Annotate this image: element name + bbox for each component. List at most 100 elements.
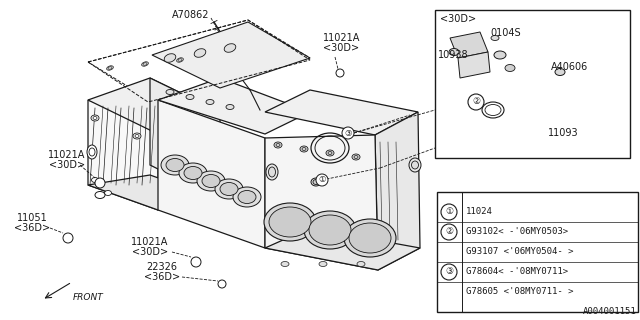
Text: A004001151: A004001151	[583, 307, 637, 316]
Text: ②: ②	[472, 98, 480, 107]
Bar	[437, 192, 638, 312]
Ellipse shape	[177, 58, 183, 62]
Text: G78605 <'08MY0711- >: G78605 <'08MY0711- >	[466, 287, 573, 297]
Ellipse shape	[555, 68, 565, 76]
Circle shape	[468, 94, 484, 110]
Ellipse shape	[264, 203, 316, 241]
Text: ③: ③	[445, 268, 453, 276]
Ellipse shape	[313, 180, 319, 185]
Text: A40606: A40606	[551, 62, 588, 72]
Ellipse shape	[300, 146, 308, 152]
Ellipse shape	[281, 261, 289, 267]
Ellipse shape	[494, 51, 506, 59]
Text: 11024: 11024	[466, 207, 493, 217]
Circle shape	[441, 204, 457, 220]
Ellipse shape	[89, 148, 95, 156]
Ellipse shape	[266, 164, 278, 180]
Circle shape	[342, 127, 354, 139]
Text: 11021A: 11021A	[48, 150, 86, 160]
Text: G93107 <'06MY0504- >: G93107 <'06MY0504- >	[466, 247, 573, 257]
Circle shape	[441, 224, 457, 240]
Ellipse shape	[95, 191, 105, 198]
Text: ①: ①	[445, 207, 453, 217]
Ellipse shape	[352, 154, 360, 160]
Ellipse shape	[491, 36, 499, 41]
Polygon shape	[375, 112, 420, 270]
Ellipse shape	[269, 207, 311, 237]
Text: 11021A: 11021A	[323, 33, 360, 43]
Text: 11051: 11051	[17, 213, 47, 223]
Polygon shape	[265, 135, 378, 270]
Ellipse shape	[215, 179, 243, 199]
Ellipse shape	[224, 44, 236, 52]
Ellipse shape	[302, 148, 306, 150]
Ellipse shape	[206, 100, 214, 105]
Circle shape	[441, 264, 457, 280]
Ellipse shape	[269, 167, 275, 177]
Ellipse shape	[304, 211, 356, 249]
Ellipse shape	[220, 182, 238, 196]
Ellipse shape	[166, 90, 174, 94]
Text: ②: ②	[445, 228, 453, 236]
Ellipse shape	[186, 94, 194, 100]
Text: 11093: 11093	[548, 128, 579, 138]
Polygon shape	[158, 100, 265, 248]
Polygon shape	[458, 52, 490, 78]
Ellipse shape	[319, 261, 327, 267]
Ellipse shape	[505, 65, 515, 71]
Bar	[435, 10, 630, 158]
Ellipse shape	[202, 174, 220, 188]
Text: 11021A: 11021A	[131, 237, 169, 247]
Ellipse shape	[184, 166, 202, 180]
Ellipse shape	[178, 59, 182, 61]
Text: ③: ③	[344, 129, 352, 138]
Circle shape	[316, 174, 328, 186]
Polygon shape	[265, 228, 420, 270]
Polygon shape	[265, 90, 418, 135]
Ellipse shape	[354, 156, 358, 158]
Ellipse shape	[309, 215, 351, 245]
Text: G78604< -'08MY0711>: G78604< -'08MY0711>	[466, 268, 568, 276]
Ellipse shape	[276, 143, 280, 147]
Text: G93102< -'06MY0503>: G93102< -'06MY0503>	[466, 228, 568, 236]
Text: ①: ①	[318, 175, 326, 185]
Text: <36D>: <36D>	[144, 272, 180, 282]
Ellipse shape	[104, 190, 111, 196]
Text: <30D>: <30D>	[49, 160, 85, 170]
Ellipse shape	[91, 115, 99, 121]
Circle shape	[191, 257, 201, 267]
Polygon shape	[152, 22, 310, 88]
Text: 10938: 10938	[438, 50, 468, 60]
Ellipse shape	[357, 261, 365, 267]
Text: <30D>: <30D>	[323, 43, 359, 53]
Text: <30D>: <30D>	[440, 14, 476, 24]
Ellipse shape	[449, 49, 459, 55]
Ellipse shape	[166, 158, 184, 172]
Ellipse shape	[226, 105, 234, 109]
Ellipse shape	[194, 49, 206, 57]
Ellipse shape	[92, 178, 99, 182]
Ellipse shape	[274, 142, 282, 148]
Ellipse shape	[179, 163, 207, 183]
Ellipse shape	[344, 219, 396, 257]
Ellipse shape	[409, 158, 421, 172]
Polygon shape	[158, 78, 310, 134]
Polygon shape	[88, 175, 220, 210]
Text: FRONT: FRONT	[73, 293, 104, 302]
Circle shape	[95, 178, 105, 188]
Ellipse shape	[141, 62, 148, 66]
Ellipse shape	[161, 155, 189, 175]
Circle shape	[218, 280, 226, 288]
Ellipse shape	[326, 150, 334, 156]
Text: 22326: 22326	[147, 262, 177, 272]
Polygon shape	[88, 20, 310, 100]
Ellipse shape	[133, 133, 141, 139]
Ellipse shape	[311, 178, 321, 186]
Ellipse shape	[135, 134, 139, 138]
Ellipse shape	[164, 54, 176, 62]
Circle shape	[63, 233, 73, 243]
Ellipse shape	[108, 67, 112, 69]
Text: A70862: A70862	[172, 10, 210, 20]
Circle shape	[336, 69, 344, 77]
Ellipse shape	[233, 187, 261, 207]
